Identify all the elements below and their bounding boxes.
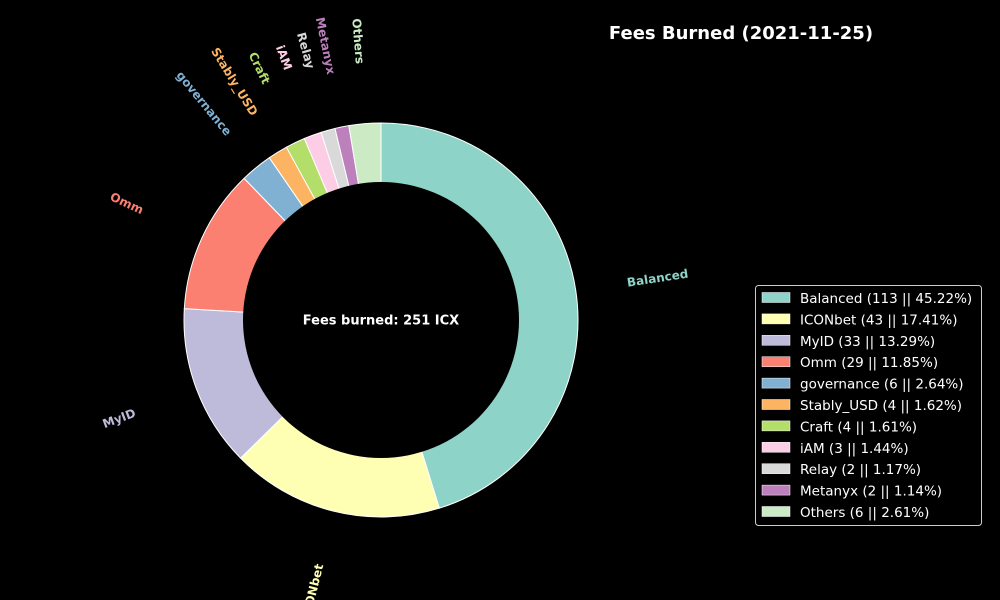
legend-label: Craft (4 || 1.61%) — [800, 419, 917, 435]
legend-swatch — [761, 377, 791, 389]
slice-label-balanced: Balanced — [626, 267, 689, 290]
slice-label-others: Others — [349, 18, 367, 65]
legend-label: governance (6 || 2.64%) — [800, 377, 964, 393]
legend-label: Balanced (113 || 45.22%) — [800, 291, 972, 307]
legend-swatch — [761, 420, 791, 432]
legend-swatch — [761, 484, 791, 496]
legend-swatch — [761, 506, 791, 517]
legend: Balanced (113 || 45.22%) ICONbet (43 || 1… — [755, 285, 982, 526]
legend-swatch — [761, 356, 791, 367]
chart-title: Fees Burned (2021-11-25) — [609, 23, 873, 44]
legend-swatch — [761, 399, 791, 410]
center-total-label: Fees burned: 251 ICX — [303, 314, 459, 329]
slice-label-iam: iAM — [273, 43, 295, 72]
legend-label: iAM (3 || 1.44%) — [800, 441, 909, 457]
legend-swatch — [761, 292, 791, 303]
legend-label: Relay (2 || 1.17%) — [800, 462, 921, 478]
legend-swatch — [761, 463, 791, 474]
slice-label-relay: Relay — [294, 31, 317, 71]
legend-swatch — [761, 442, 791, 453]
legend-swatch — [761, 313, 791, 325]
legend-label: Stably_USD (4 || 1.62%) — [800, 398, 962, 414]
legend-label: MyID (33 || 13.29%) — [800, 334, 935, 350]
legend-label: Omm (29 || 11.85%) — [800, 355, 938, 371]
donut-hole — [243, 182, 519, 458]
legend-box — [755, 285, 982, 526]
slice-label-iconbet: ICONbet — [299, 562, 326, 600]
legend-label: Others (6 || 2.61%) — [800, 505, 929, 521]
slice-label-metanyx: Metanyx — [313, 16, 338, 76]
legend-label: ICONbet (43 || 17.41%) — [800, 312, 957, 328]
legend-swatch — [761, 335, 791, 346]
slice-label-craft: Craft — [246, 50, 273, 87]
slice-label-myid: MyID — [101, 406, 138, 431]
slice-label-omm: Omm — [108, 190, 146, 217]
legend-label: Metanyx (2 || 1.14%) — [800, 484, 942, 500]
